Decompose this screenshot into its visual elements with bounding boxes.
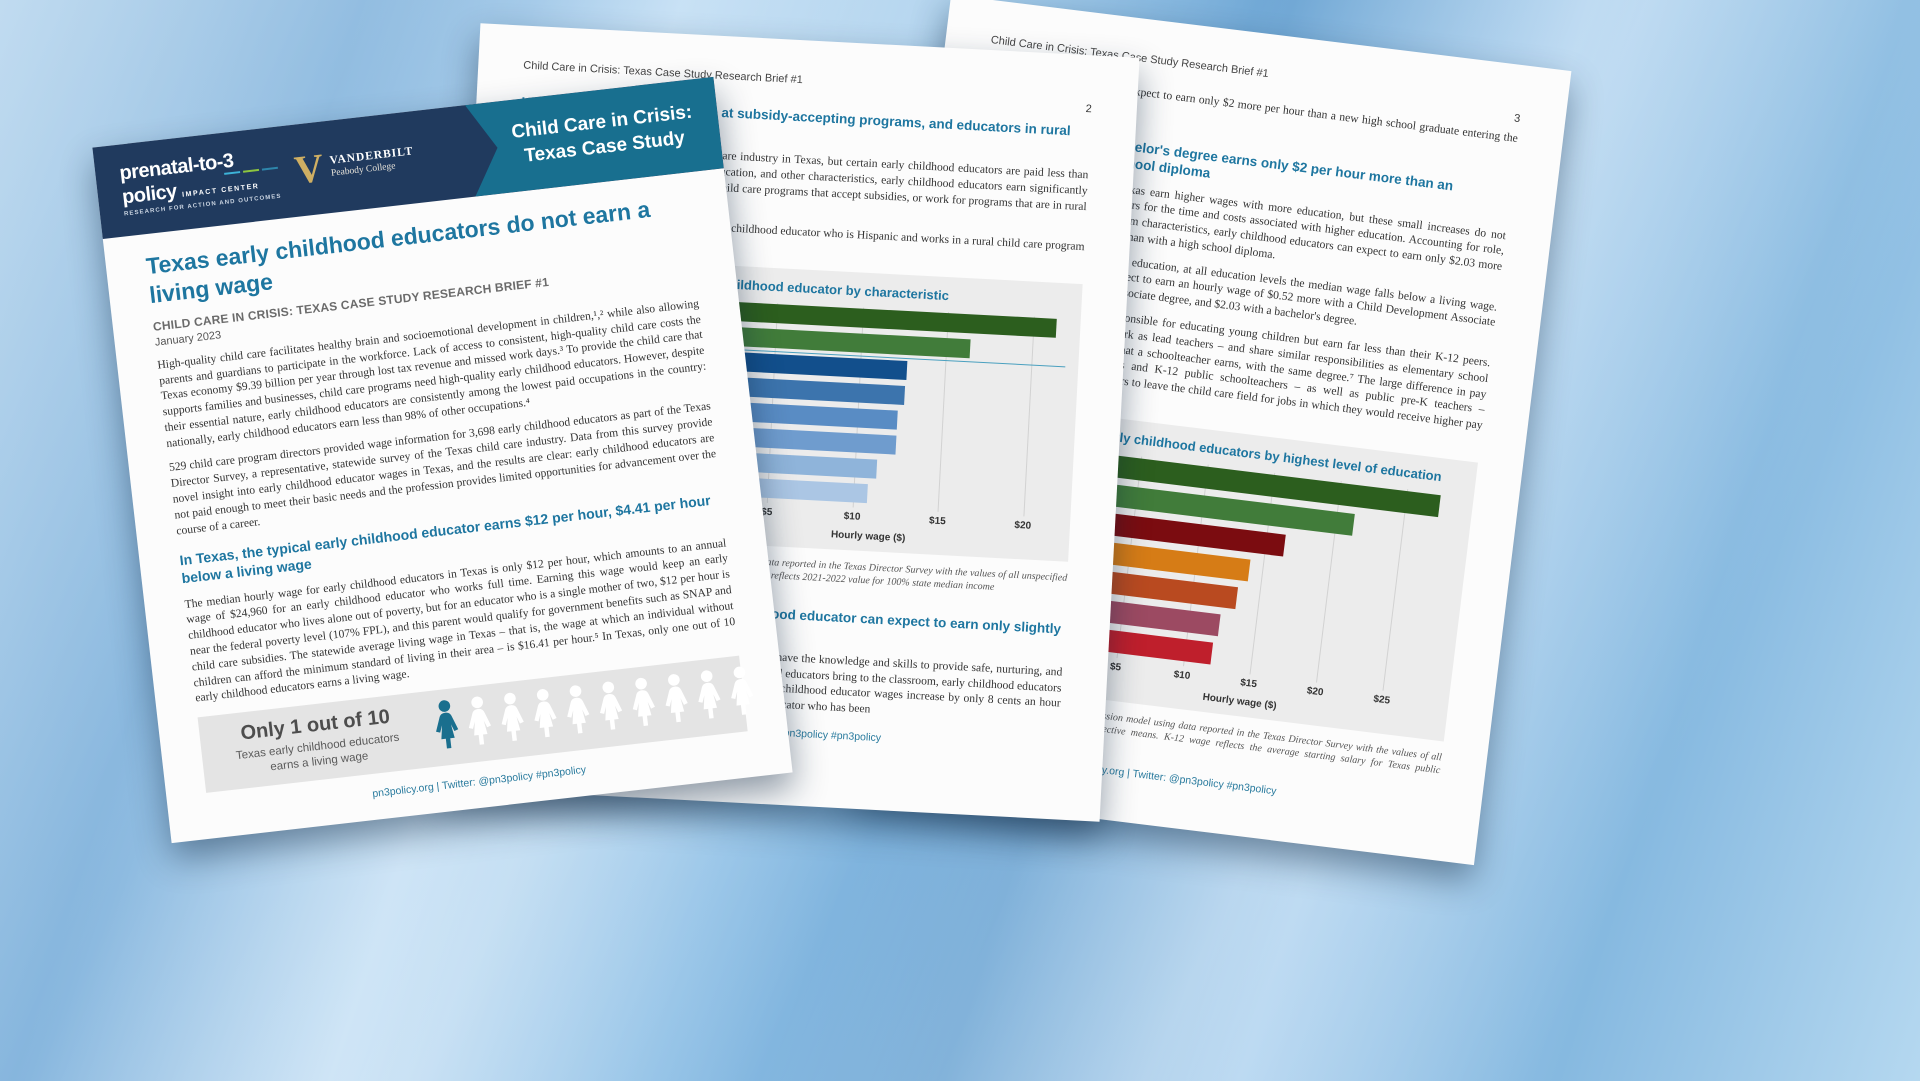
logo-line-2: policy — [121, 180, 178, 209]
person-icon — [624, 676, 663, 734]
person-icon — [591, 679, 630, 737]
person-icon — [722, 664, 761, 722]
axis-tick: $20 — [1014, 519, 1032, 532]
axis-tick: $5 — [1109, 660, 1122, 674]
axis-tick: $10 — [1173, 668, 1191, 682]
page2-page-number: 2 — [1085, 103, 1093, 116]
person-icon — [690, 668, 729, 726]
axis-tick: $25 — [1372, 693, 1391, 707]
page-1: prenatal-to-3 policy IMPACT CENTER RESEA… — [92, 76, 793, 844]
vanderbilt-v-icon: V — [292, 144, 326, 193]
axis-tick: $20 — [1306, 685, 1325, 699]
axis-tick: $15 — [1239, 676, 1258, 690]
person-icon-highlighted — [427, 698, 466, 756]
one-out-of-ten-infographic: Only 1 out of 10 Texas early childhood e… — [197, 655, 754, 793]
page3-page-number: 3 — [1513, 112, 1521, 126]
person-icon — [657, 672, 696, 730]
vanderbilt-logo: V VANDERBILT Peabody College — [292, 139, 416, 193]
prenatal-to-3-logo: prenatal-to-3 policy IMPACT CENTER RESEA… — [118, 146, 282, 218]
person-icon — [526, 687, 565, 745]
person-icon — [493, 691, 532, 749]
axis-tick: $10 — [843, 510, 861, 523]
axis-tick: $15 — [928, 515, 947, 527]
person-icon — [460, 694, 499, 752]
person-icon — [558, 683, 597, 741]
person-icons-row — [427, 664, 761, 756]
